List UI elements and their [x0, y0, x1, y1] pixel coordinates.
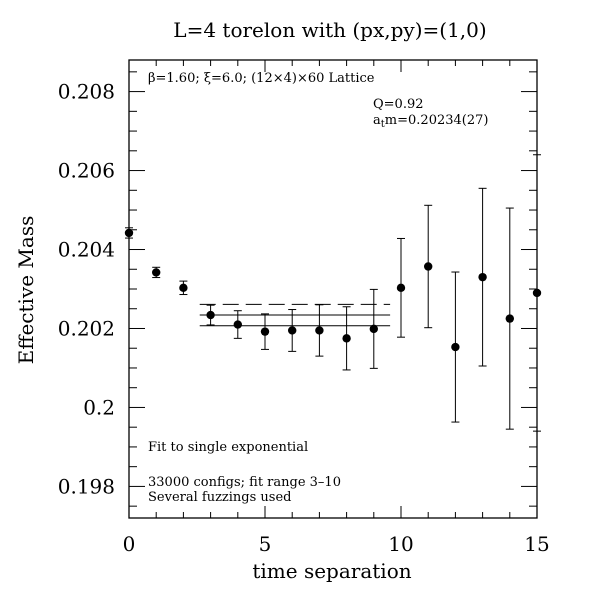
data-point — [124, 227, 134, 239]
point-marker — [451, 342, 460, 352]
lattice-info: β=1.60; ξ=6.0; (12×4)×60 Lattice — [148, 71, 375, 86]
y-tick-label: 0.198 — [58, 474, 115, 498]
fit-lines — [199, 303, 391, 327]
fit-mass: atm=0.20234(27) — [373, 113, 488, 130]
y-tick-label: 0.2 — [83, 395, 115, 419]
point-marker — [478, 272, 487, 282]
data-point — [233, 310, 242, 339]
fit-type-note: Fit to single exponential — [148, 440, 308, 455]
data-point — [206, 304, 215, 326]
data-point — [260, 313, 270, 350]
data-point — [478, 187, 487, 367]
point-marker — [505, 314, 514, 323]
point-marker — [152, 268, 161, 277]
point-marker — [260, 327, 270, 336]
point-marker — [369, 324, 378, 334]
data-point — [315, 304, 324, 357]
point-marker — [206, 310, 215, 320]
point-marker — [179, 283, 188, 293]
data-point — [288, 309, 297, 352]
fit-quality: Q=0.92 — [373, 97, 424, 112]
point-marker — [396, 283, 406, 293]
y-tick-label: 0.208 — [58, 80, 115, 104]
data-point — [451, 271, 460, 423]
x-tick-label: 15 — [524, 532, 549, 556]
point-marker — [424, 262, 433, 271]
tick-labels: 0 5 10 15 0.198 0.2 0.202 0.204 0.206 0.208 — [58, 80, 550, 556]
data-point — [532, 154, 542, 432]
tick-marks — [128, 60, 538, 518]
data-point — [152, 266, 161, 279]
data-point — [396, 237, 406, 338]
x-axis-title: time separation — [252, 559, 411, 583]
data-point — [369, 288, 378, 369]
x-tick-label: 5 — [259, 532, 272, 556]
y-tick-label: 0.202 — [58, 316, 115, 340]
point-marker — [532, 288, 542, 298]
data-point — [342, 306, 351, 371]
x-tick-label: 0 — [123, 532, 136, 556]
data-point — [179, 280, 188, 296]
data-point — [424, 204, 433, 329]
point-marker — [342, 334, 351, 343]
fuzzings-note: Several fuzzings used — [148, 490, 292, 505]
y-tick-label: 0.204 — [58, 238, 115, 262]
chart-title: L=4 torelon with (px,py)=(1,0) — [173, 18, 486, 42]
point-marker — [315, 326, 324, 335]
y-tick-label: 0.206 — [58, 159, 115, 183]
configs-note: 33000 configs; fit range 3–10 — [148, 475, 341, 490]
point-marker — [233, 320, 242, 329]
data-points — [124, 154, 542, 432]
data-point — [505, 207, 514, 430]
point-marker — [288, 326, 297, 335]
y-axis-title: Effective Mass — [14, 216, 38, 365]
point-marker — [124, 228, 134, 238]
x-tick-label: 10 — [388, 532, 413, 556]
